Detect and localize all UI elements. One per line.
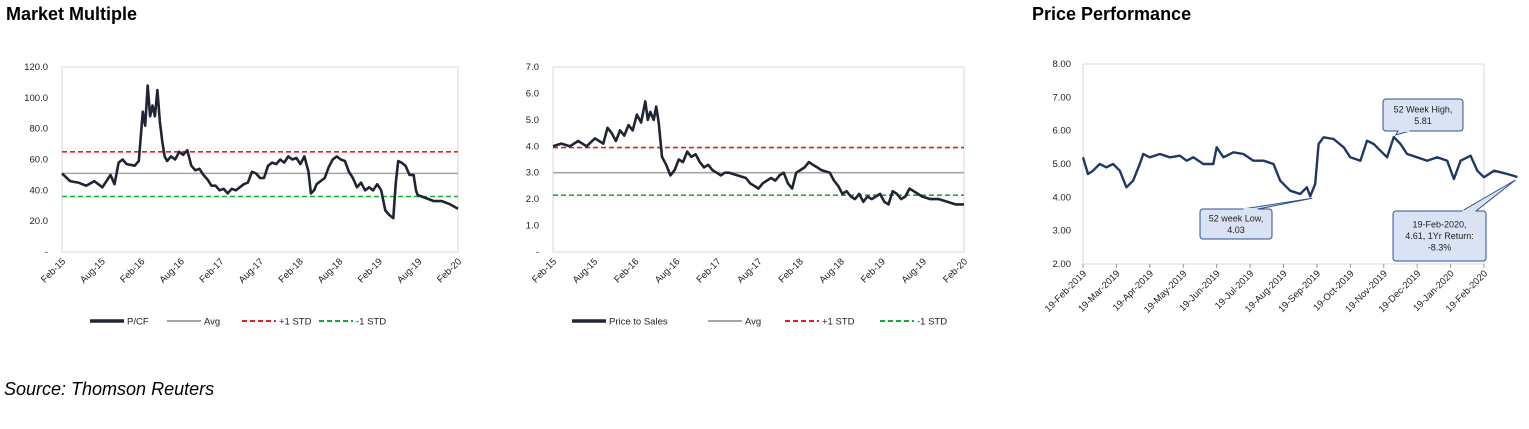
pcf-plot-area: [61, 66, 459, 253]
price-y-tick-label: 3.00: [1053, 226, 1072, 237]
52-week-high-callout: 52 Week High, 5.81: [1382, 98, 1464, 136]
price-y-tick-label: 2.00: [1053, 259, 1072, 270]
price-y-tick-label: 6.00: [1053, 126, 1072, 137]
ps-y-tick-label: 2.0: [526, 194, 539, 205]
ps-x-tick-label: Feb-18: [777, 256, 806, 285]
ps-legend-label--1-std: -1 STD: [917, 317, 947, 328]
price-y-tick-label: 8.00: [1053, 59, 1072, 70]
ps-y-tick-label: 6.0: [526, 88, 539, 99]
52-week-low-callout-text: 4.03: [1227, 225, 1245, 235]
ps-x-tick-label: Aug-18: [817, 256, 846, 285]
ps-x-tick-label: Aug-15: [571, 256, 600, 285]
one-year-return-callout: 19-Feb-2020,4.61, 1Yr Return: -8.3%: [1392, 179, 1516, 262]
pcf-x-tick-label: Feb-20: [435, 256, 464, 285]
pcf-x-tick-label: Aug-18: [316, 256, 345, 285]
one-year-return-callout-text: 4.61, 1Yr Return:: [1405, 231, 1474, 241]
ps-x-tick-label: Feb-19: [859, 256, 888, 285]
price-y-tick-label: 7.00: [1053, 92, 1072, 103]
ps-y-tick-label: 1.0: [526, 221, 539, 232]
pcf-y-tick-label: 120.0: [24, 62, 48, 73]
ps-legend-label--1-std: +1 STD: [822, 317, 855, 328]
pcf-series-line: [61, 84, 459, 220]
52-week-high-callout-box: [1382, 98, 1464, 132]
price-performance-heading: Price Performance: [1032, 4, 1192, 24]
one-year-return-callout-text: -8.3%: [1428, 243, 1452, 253]
pcf-x-tick-label: Feb-15: [39, 256, 68, 285]
one-year-return-callout-text: 19-Feb-2020,: [1412, 220, 1466, 230]
pcf-y-tick-label: 80.0: [30, 124, 49, 135]
pcf-legend-label-p-cf: P/CF: [127, 317, 149, 328]
ps-x-tick-label: Feb-15: [530, 256, 559, 285]
ps-x-tick-label: Feb-20: [941, 256, 970, 285]
ps-plot-area: [552, 66, 965, 253]
ps-series-line: [552, 100, 964, 206]
52-week-low-callout-box: [1199, 208, 1273, 240]
one-year-return-callout-pointer: [1460, 179, 1516, 212]
ps-x-tick-label: Aug-17: [735, 256, 764, 285]
pcf-x-tick-label: Aug-15: [78, 256, 107, 285]
pcf-legend-label--1-std: +1 STD: [279, 317, 312, 328]
pcf-y-tick-label: 100.0: [24, 93, 48, 104]
price-y-tick-label: 5.00: [1053, 159, 1072, 170]
pcf-x-tick-label: Feb-16: [118, 256, 147, 285]
ps-legend-label-price-to-sales: Price to Sales: [609, 317, 668, 328]
ps-legend-label-avg: Avg: [745, 317, 761, 328]
ps-x-tick-label: Feb-16: [612, 256, 641, 285]
price-performance-chart: 8.007.006.005.004.003.002.0019-Feb-20191…: [1043, 59, 1518, 316]
ps-y-tick-label: 5.0: [526, 115, 539, 126]
pcf-chart: 120.0 100.0 80.0 60.0 40.0 20.0 -Feb-15 Aug-15 F…: [24, 62, 464, 328]
pcf-x-tick-label: Feb-19: [356, 256, 385, 285]
pcf-x-tick-label: Feb-17: [197, 256, 226, 285]
pcf-y-tick-label: -: [45, 247, 48, 258]
price-to-sales-chart: 7.0 6.0 5.0 4.0 3.0 2.0 1.0 -Feb-15 Aug-15 Feb-16…: [526, 62, 970, 328]
52-week-low-callout-text: 52 week Low,: [1209, 213, 1264, 223]
pcf-x-tick-label: Feb-18: [277, 256, 306, 285]
one-year-return-callout-box: [1392, 210, 1487, 262]
price-series-line: [1081, 135, 1518, 198]
pcf-y-tick-label: 60.0: [30, 155, 49, 166]
ps-y-tick-label: -: [536, 247, 539, 258]
52-week-low-callout: 52 week Low, 4.03: [1199, 197, 1313, 240]
52-week-low-callout-pointer: [1242, 197, 1313, 210]
ps-x-tick-label: Feb-17: [694, 256, 723, 285]
pcf-x-tick-label: Aug-17: [237, 256, 266, 285]
ps-y-tick-label: 7.0: [526, 62, 539, 73]
ps-y-tick-label: 4.0: [526, 141, 539, 152]
52-week-high-callout-text: 5.81: [1414, 116, 1432, 126]
pcf-legend-label--1-std: -1 STD: [356, 317, 386, 328]
ps-y-tick-label: 3.0: [526, 168, 539, 179]
price-y-tick-label: 4.00: [1053, 192, 1072, 203]
pcf-y-tick-label: 20.0: [30, 216, 49, 227]
pcf-x-tick-label: Aug-16: [157, 256, 186, 285]
ps-x-tick-label: Aug-16: [653, 256, 682, 285]
52-week-high-callout-text: 52 Week High,: [1394, 104, 1453, 114]
ps-x-tick-label: Aug-19: [900, 256, 929, 285]
market-multiple-heading: Market Multiple: [6, 4, 138, 24]
source-note: Source: Thomson Reuters: [4, 379, 215, 399]
pcf-y-tick-label: 40.0: [30, 185, 49, 196]
pcf-legend-label-avg: Avg: [204, 317, 220, 328]
pcf-x-tick-label: Aug-19: [395, 256, 424, 285]
